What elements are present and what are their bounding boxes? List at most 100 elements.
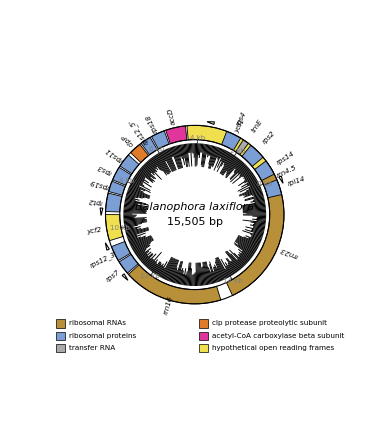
Wedge shape xyxy=(238,249,251,260)
Wedge shape xyxy=(241,178,257,187)
Wedge shape xyxy=(134,242,151,253)
Wedge shape xyxy=(230,253,244,268)
Wedge shape xyxy=(176,261,183,284)
Wedge shape xyxy=(256,220,266,222)
Wedge shape xyxy=(142,253,153,263)
Text: rps12_5': rps12_5' xyxy=(127,117,149,145)
Wedge shape xyxy=(236,238,257,250)
Wedge shape xyxy=(160,257,172,278)
Wedge shape xyxy=(152,131,169,149)
Wedge shape xyxy=(155,155,168,175)
Text: rps11: rps11 xyxy=(105,146,124,162)
Wedge shape xyxy=(243,236,260,245)
Wedge shape xyxy=(192,274,194,286)
Wedge shape xyxy=(255,200,265,203)
Wedge shape xyxy=(128,187,150,197)
Wedge shape xyxy=(179,268,184,284)
Wedge shape xyxy=(225,258,237,273)
Wedge shape xyxy=(260,170,279,189)
Wedge shape xyxy=(131,236,152,248)
Wedge shape xyxy=(187,125,272,177)
Wedge shape xyxy=(217,151,228,172)
Wedge shape xyxy=(245,226,264,232)
Wedge shape xyxy=(174,261,181,283)
Wedge shape xyxy=(243,188,261,196)
Wedge shape xyxy=(134,176,152,187)
Wedge shape xyxy=(226,160,242,178)
Wedge shape xyxy=(215,258,226,279)
Wedge shape xyxy=(250,224,265,228)
Wedge shape xyxy=(130,184,141,191)
Wedge shape xyxy=(185,271,188,286)
Wedge shape xyxy=(242,203,266,208)
Wedge shape xyxy=(244,172,253,180)
Wedge shape xyxy=(133,177,143,183)
Wedge shape xyxy=(132,180,150,191)
Wedge shape xyxy=(124,206,147,209)
Wedge shape xyxy=(241,253,250,260)
Wedge shape xyxy=(253,227,264,231)
Wedge shape xyxy=(232,169,250,184)
Wedge shape xyxy=(251,235,262,240)
Wedge shape xyxy=(161,257,173,278)
Wedge shape xyxy=(253,233,263,237)
Text: rrn23: rrn23 xyxy=(279,246,299,259)
Text: rps7: rps7 xyxy=(106,269,122,283)
Wedge shape xyxy=(139,169,155,182)
Wedge shape xyxy=(124,209,147,212)
Wedge shape xyxy=(154,155,167,174)
Wedge shape xyxy=(240,182,259,193)
Wedge shape xyxy=(243,211,266,213)
Wedge shape xyxy=(237,259,244,267)
Wedge shape xyxy=(242,145,263,166)
Wedge shape xyxy=(124,220,147,224)
Wedge shape xyxy=(126,195,135,198)
Wedge shape xyxy=(130,183,145,191)
Wedge shape xyxy=(213,267,219,282)
Wedge shape xyxy=(163,258,174,279)
Wedge shape xyxy=(200,143,202,153)
Text: rps14: rps14 xyxy=(276,150,296,166)
Wedge shape xyxy=(124,212,147,214)
Wedge shape xyxy=(147,252,162,268)
Text: 15,505 bp: 15,505 bp xyxy=(167,217,223,227)
Wedge shape xyxy=(129,235,146,244)
Wedge shape xyxy=(244,174,254,181)
Wedge shape xyxy=(222,131,241,150)
Wedge shape xyxy=(203,262,208,285)
Wedge shape xyxy=(217,148,223,160)
Wedge shape xyxy=(128,265,221,304)
Wedge shape xyxy=(250,234,262,239)
Wedge shape xyxy=(170,260,179,282)
Wedge shape xyxy=(141,167,155,179)
Wedge shape xyxy=(237,237,258,249)
Wedge shape xyxy=(148,160,156,169)
Text: rps3: rps3 xyxy=(97,163,113,175)
Wedge shape xyxy=(175,146,182,168)
Wedge shape xyxy=(201,143,203,153)
Text: clpP: clpP xyxy=(120,132,135,147)
Wedge shape xyxy=(206,144,210,155)
Wedge shape xyxy=(230,261,239,271)
Wedge shape xyxy=(238,235,260,246)
Wedge shape xyxy=(201,144,205,165)
Wedge shape xyxy=(234,162,244,173)
Wedge shape xyxy=(143,164,155,176)
Wedge shape xyxy=(202,144,207,167)
Wedge shape xyxy=(234,244,252,257)
Wedge shape xyxy=(177,145,181,157)
Wedge shape xyxy=(166,149,176,171)
Wedge shape xyxy=(196,143,198,165)
Wedge shape xyxy=(141,137,157,155)
Wedge shape xyxy=(234,161,244,172)
Wedge shape xyxy=(212,147,219,166)
Wedge shape xyxy=(109,181,125,195)
Wedge shape xyxy=(245,235,261,242)
Wedge shape xyxy=(199,263,202,286)
Wedge shape xyxy=(175,261,182,283)
Wedge shape xyxy=(244,190,262,198)
Wedge shape xyxy=(186,262,190,286)
Wedge shape xyxy=(201,268,205,286)
Wedge shape xyxy=(252,216,266,217)
Wedge shape xyxy=(125,200,147,205)
